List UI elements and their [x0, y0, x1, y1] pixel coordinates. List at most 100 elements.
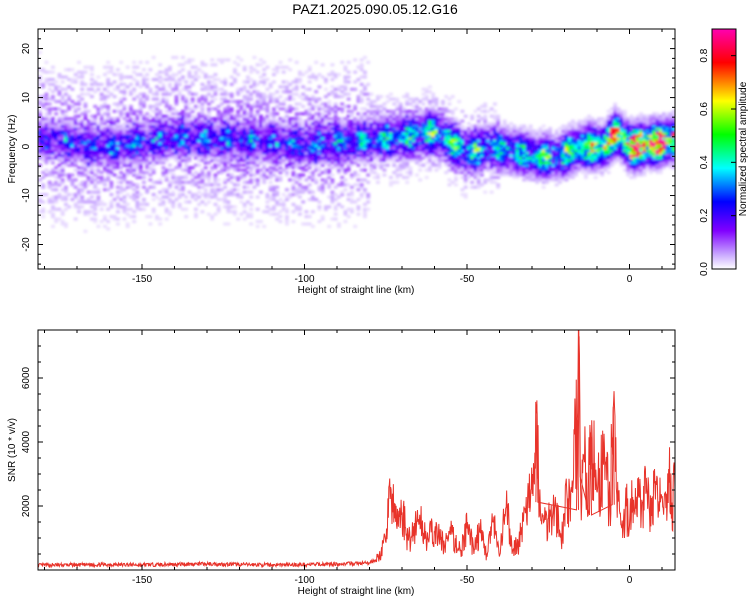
heatmap-cell [246, 161, 250, 165]
heatmap-cell [255, 95, 260, 99]
heatmap-cell [389, 112, 393, 116]
heatmap-cell [60, 136, 65, 140]
heatmap-cell [288, 136, 293, 140]
heatmap-cell [138, 141, 143, 145]
heatmap-cell [142, 122, 146, 126]
heatmap-cell [376, 149, 380, 153]
heatmap-cell [51, 77, 55, 82]
heatmap-cell [77, 153, 81, 157]
heatmap-cell [424, 151, 429, 155]
heatmap-cell [415, 129, 419, 133]
heatmap-cell [190, 180, 195, 184]
heatmap-cell [392, 122, 397, 126]
heatmap-cell [96, 134, 101, 138]
heatmap-cell [259, 75, 263, 79]
heatmap-cell [340, 168, 345, 172]
heatmap-cell [395, 126, 400, 131]
heatmap-cell [203, 146, 208, 150]
heatmap-cell [262, 97, 267, 101]
heatmap-cell [64, 122, 68, 126]
heatmap-cell [317, 205, 322, 209]
heatmap-cell [424, 136, 429, 140]
heatmap-cell [54, 149, 59, 153]
heatmap-cell [255, 183, 260, 187]
heatmap-cell [363, 149, 367, 153]
heatmap-cell [148, 151, 153, 155]
heatmap-cell [216, 207, 221, 211]
heatmap-cell [103, 139, 107, 143]
heatmap-cell [392, 112, 397, 116]
heatmap-cell [99, 92, 104, 96]
heatmap-cell [402, 161, 406, 165]
heatmap-cell [255, 63, 260, 67]
heatmap-cell [119, 175, 124, 179]
heatmap-cell [294, 156, 299, 160]
heatmap-cell [509, 141, 514, 145]
heatmap-cell [463, 136, 468, 140]
heatmap-cell [47, 87, 52, 91]
heatmap-cell [437, 129, 442, 133]
heatmap-cell [103, 151, 107, 155]
heatmap-cell [408, 109, 413, 113]
heatmap-cell [249, 122, 254, 126]
heatmap-cell [385, 129, 390, 133]
heatmap-cell [502, 134, 507, 138]
heatmap-cell [213, 156, 218, 160]
heatmap-cell [80, 195, 85, 199]
heatmap-cell [444, 171, 449, 175]
heatmap-cell [177, 141, 182, 145]
heatmap-cell [486, 131, 491, 135]
heatmap-cell [168, 104, 172, 108]
heatmap-cell [239, 193, 244, 197]
heatmap-cell [463, 171, 468, 175]
heatmap-cell [467, 153, 471, 157]
heatmap-cell [268, 195, 273, 199]
heatmap-cell [311, 131, 315, 135]
heatmap-cell [135, 153, 140, 157]
heatmap-cell [489, 114, 494, 118]
heatmap-cell [194, 163, 198, 167]
heatmap-cell [291, 136, 296, 140]
heatmap-cell [346, 60, 351, 64]
heatmap-cell [340, 141, 345, 145]
heatmap-cell [470, 144, 475, 148]
heatmap-cell [463, 131, 468, 135]
heatmap-cell [307, 166, 312, 170]
heatmap-cell [41, 117, 46, 121]
heatmap-cell [333, 126, 338, 131]
heatmap-cell [333, 112, 338, 116]
heatmap-cell [93, 139, 98, 143]
heatmap-cell [190, 82, 195, 86]
heatmap-cell [285, 136, 289, 140]
heatmap-cell [333, 163, 338, 167]
heatmap-cell [356, 131, 361, 135]
heatmap-cell [324, 124, 328, 128]
heatmap-cell [200, 95, 205, 99]
heatmap-cell [314, 168, 319, 172]
heatmap-cells [38, 51, 675, 233]
heatmap-cell [151, 144, 156, 148]
heatmap-cell [177, 139, 182, 143]
heatmap-cell [314, 60, 319, 64]
heatmap-cell [304, 158, 309, 162]
heatmap-cell [54, 220, 59, 224]
heatmap-cell [129, 149, 133, 153]
heatmap-cell [112, 129, 117, 133]
heatmap-cell [489, 190, 494, 194]
heatmap-cell [285, 197, 289, 202]
heatmap-cell [398, 163, 403, 167]
page-title: PAZ1.2025.090.05.12.G16 [292, 1, 458, 17]
heatmap-cell [363, 210, 367, 214]
heatmap-cell [226, 161, 231, 165]
heatmap-cell [268, 166, 273, 170]
heatmap-cell [168, 131, 172, 135]
heatmap-cell [216, 124, 221, 128]
heatmap-cell [239, 58, 244, 62]
heatmap-cell [278, 158, 283, 162]
heatmap-cell [398, 122, 403, 126]
heatmap-cell [506, 149, 510, 153]
heatmap-cell [519, 171, 523, 175]
heatmap-cell [132, 144, 137, 148]
heatmap-cell [376, 144, 380, 148]
heatmap-cell [333, 149, 338, 153]
